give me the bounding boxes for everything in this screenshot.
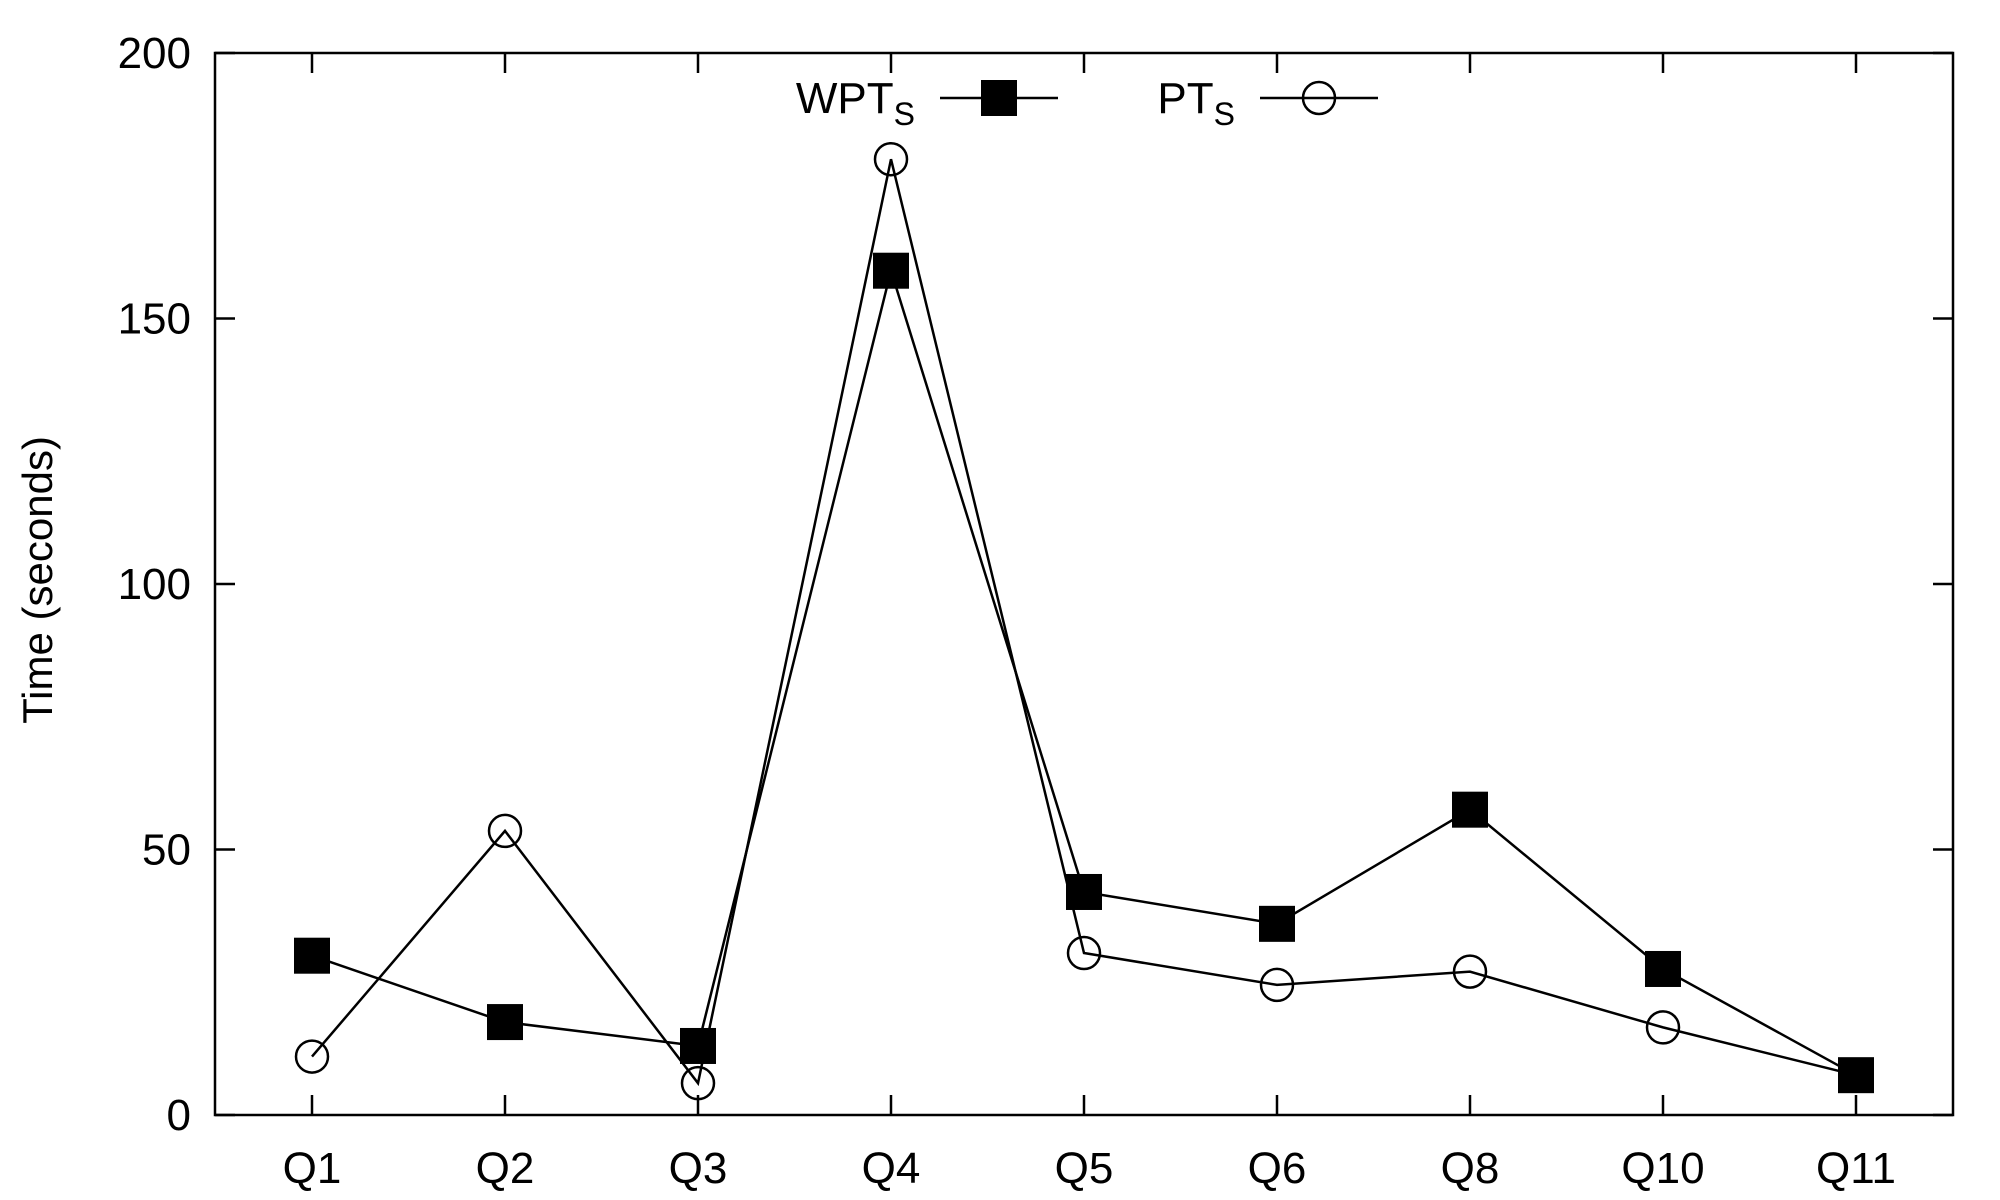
x-tick-label: Q4 (862, 1144, 921, 1193)
legend-label-name: WPT (796, 74, 894, 123)
data-point (873, 252, 909, 289)
y-tick-label: 50 (142, 826, 191, 875)
data-point (873, 141, 909, 177)
data-point (487, 813, 523, 849)
data-point (1259, 967, 1295, 1003)
y-tick-label: 100 (118, 560, 191, 609)
data-point (294, 937, 330, 974)
legend-label-subscript: S (894, 96, 915, 132)
plot-area (213, 51, 1955, 1117)
y-axis-label: Time (seconds) (14, 436, 61, 724)
data-point (680, 1065, 716, 1101)
legend-marker (981, 80, 1017, 116)
data-point (294, 1039, 330, 1074)
x-tick-label: Q6 (1248, 1144, 1307, 1193)
data-point (487, 1004, 523, 1041)
legend-marker (1301, 80, 1337, 116)
legend-label-name: PT (1157, 74, 1213, 123)
series-1 (294, 252, 1874, 1094)
x-tick-label: Q1 (283, 1144, 342, 1193)
data-point (1838, 1057, 1874, 1093)
legend-item: WPTS (796, 74, 1058, 132)
axes: 0 50 100 150 200 Q1 Q2 Q3 Q4 Q5 Q6 Q8 Q10 Q11 (118, 29, 1953, 1193)
plot-frame (213, 51, 1955, 1117)
y-tick-label: 0 (167, 1091, 191, 1140)
data-point (1066, 935, 1102, 971)
x-tick-label: Q2 (476, 1144, 535, 1193)
data-point (1452, 954, 1488, 989)
data-point (1645, 950, 1681, 987)
y-tick-label: 150 (118, 295, 191, 344)
legend-label-subscript: S (1214, 96, 1235, 132)
legend: WPTS PTS (796, 74, 1378, 132)
series-layer (294, 141, 1874, 1101)
series-line (311, 158, 1857, 1087)
x-tick-label: Q5 (1055, 1144, 1114, 1193)
x-tick-label: Q3 (669, 1144, 728, 1193)
data-point (1452, 791, 1488, 828)
series-line (311, 266, 1857, 1077)
series-2 (294, 141, 1874, 1101)
data-point (1259, 905, 1295, 942)
legend-label: PTS (1157, 74, 1235, 132)
x-tick-label: Q11 (1816, 1144, 1896, 1193)
data-point (680, 1027, 716, 1064)
x-tick-label: Q8 (1441, 1144, 1500, 1193)
x-tick-label: Q10 (1621, 1144, 1704, 1193)
legend-label: WPTS (796, 74, 915, 132)
y-tick-label: 200 (118, 29, 191, 78)
data-point (1645, 1010, 1681, 1045)
legend-item: PTS (1157, 74, 1378, 132)
